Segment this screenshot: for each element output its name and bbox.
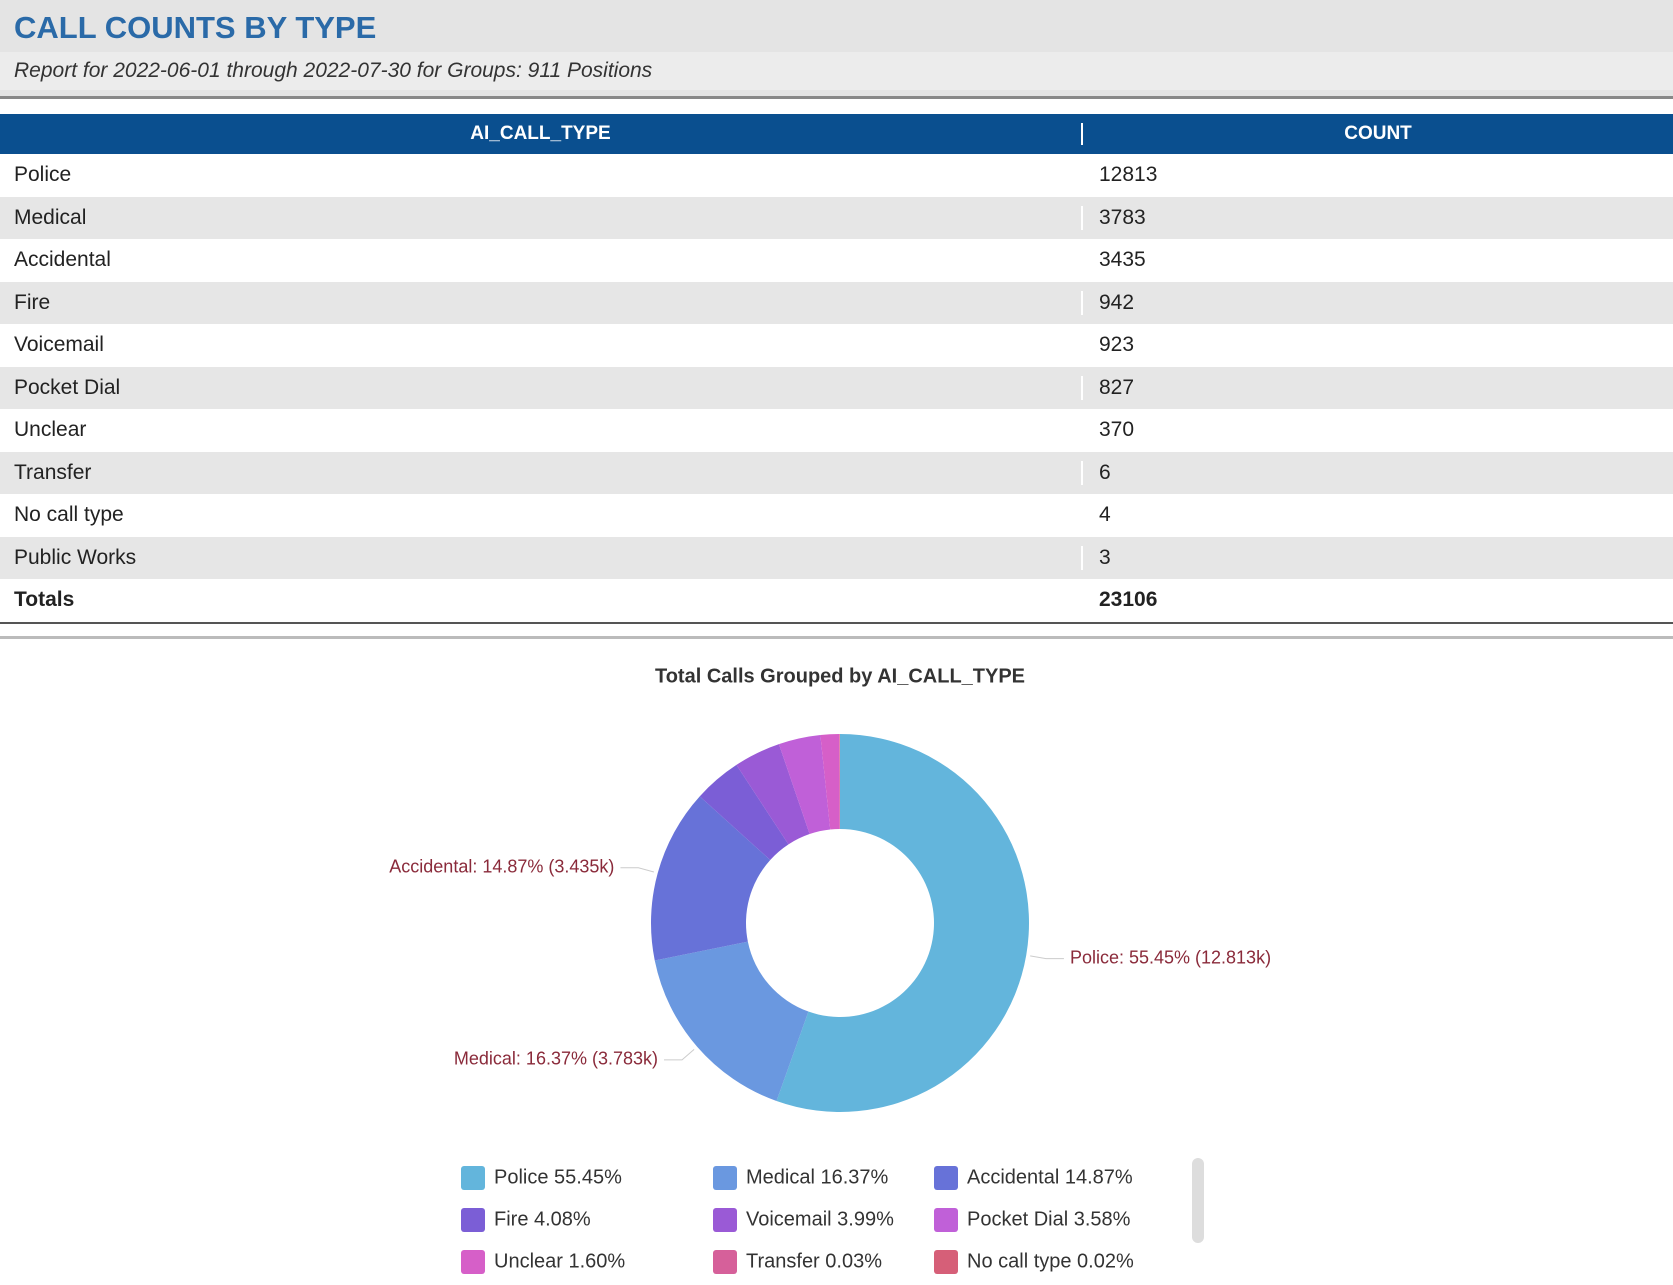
legend-label: Voicemail 3.99% xyxy=(746,1208,894,1230)
table-row: Public Works 3 xyxy=(0,536,1673,579)
cell: 3 xyxy=(1099,545,1111,569)
legend-label: Fire 4.08% xyxy=(494,1208,591,1230)
table-row: Pocket Dial 827 xyxy=(0,366,1673,409)
cell: No call type xyxy=(0,503,1083,528)
cell: Medical xyxy=(0,205,1083,230)
leader-line xyxy=(1030,955,1064,960)
donut-slice xyxy=(776,734,1029,1112)
donut-slice xyxy=(820,734,840,830)
cell: 923 xyxy=(1099,333,1135,357)
donut-slice xyxy=(736,744,810,845)
legend-label: Unclear 1.60% xyxy=(494,1250,625,1272)
table-row: Medical 3783 xyxy=(0,196,1673,239)
legend-label: Police 55.45% xyxy=(494,1166,622,1188)
data-label: Medical: 16.37% (3.783k) xyxy=(454,1049,658,1069)
table-row: Police 12813 xyxy=(0,154,1673,197)
table-row: Fire 942 xyxy=(0,281,1673,324)
cell: 3435 xyxy=(1099,248,1146,272)
cell: Fire xyxy=(0,290,1083,315)
cell: AI_CALL_TYPE xyxy=(0,123,1083,145)
subtitle-bar: Report for 2022-06-01 through 2022-07-30… xyxy=(0,52,1673,90)
legend-label: Transfer 0.03% xyxy=(746,1250,882,1272)
legend-label: Pocket Dial 3.58% xyxy=(967,1208,1131,1230)
table-row: Unclear 370 xyxy=(0,409,1673,452)
leader-line xyxy=(664,1048,695,1061)
leader-line xyxy=(620,867,655,873)
data-label: Police: 55.45% (12.813k) xyxy=(1070,947,1271,967)
report-title: CALL COUNTS BY TYPE xyxy=(14,10,377,45)
legend-swatch xyxy=(713,1250,737,1274)
table-row: Transfer 6 xyxy=(0,451,1673,494)
chart-title: Total Calls Grouped by AI_CALL_TYPE xyxy=(655,665,1025,687)
legend-swatch xyxy=(461,1208,485,1232)
cell: Pocket Dial xyxy=(0,375,1083,400)
cell: Police xyxy=(0,163,1083,188)
legend-swatch xyxy=(713,1166,737,1190)
legend-label: No call type 0.02% xyxy=(967,1250,1134,1272)
legend-swatch xyxy=(461,1250,485,1274)
cell: 827 xyxy=(1099,375,1135,399)
report-subtitle: Report for 2022-06-01 through 2022-07-30… xyxy=(14,59,653,82)
legend-label: Medical 16.37% xyxy=(746,1166,889,1188)
table-row: No call type 4 xyxy=(0,494,1673,537)
cell: 12813 xyxy=(1099,163,1158,187)
cell: 23106 xyxy=(1099,588,1158,612)
legend-label: Accidental 14.87% xyxy=(967,1166,1133,1188)
donut-slice xyxy=(654,941,809,1102)
data-table: AI_CALL_TYPE COUNT Police 12813 Medical 3783 A… xyxy=(0,114,1673,624)
donut-slice xyxy=(699,764,789,860)
donut-slice xyxy=(651,796,771,961)
donut-slice xyxy=(778,735,831,835)
cell: Voicemail xyxy=(0,333,1083,358)
cell: Accidental xyxy=(0,248,1083,273)
report-header: CALL COUNTS BY TYPE Report for 2022-06-0… xyxy=(0,0,1673,99)
cell: 942 xyxy=(1099,290,1135,314)
scrollbar[interactable] xyxy=(1192,1158,1204,1243)
cell: 4 xyxy=(1099,503,1111,527)
cell: 3783 xyxy=(1099,205,1146,229)
legend-swatch xyxy=(934,1166,958,1190)
cell: Public Works xyxy=(0,545,1083,570)
cell: COUNT xyxy=(1344,123,1412,144)
legend-swatch xyxy=(461,1166,485,1190)
cell: 370 xyxy=(1099,418,1135,442)
cell: 6 xyxy=(1099,460,1111,484)
table-row: Voicemail 923 xyxy=(0,324,1673,367)
legend-swatch xyxy=(713,1208,737,1232)
cell: Transfer xyxy=(0,460,1083,485)
data-label: Accidental: 14.87% (3.435k) xyxy=(389,856,614,876)
separator xyxy=(0,636,1673,639)
table-row: Totals 23106 xyxy=(0,579,1673,622)
cell: Totals xyxy=(0,588,1083,613)
table-row: Accidental 3435 xyxy=(0,239,1673,282)
legend-swatch xyxy=(934,1208,958,1232)
cell: Unclear xyxy=(0,418,1083,443)
table-row: AI_CALL_TYPE COUNT xyxy=(0,114,1673,154)
legend-swatch xyxy=(934,1250,958,1274)
